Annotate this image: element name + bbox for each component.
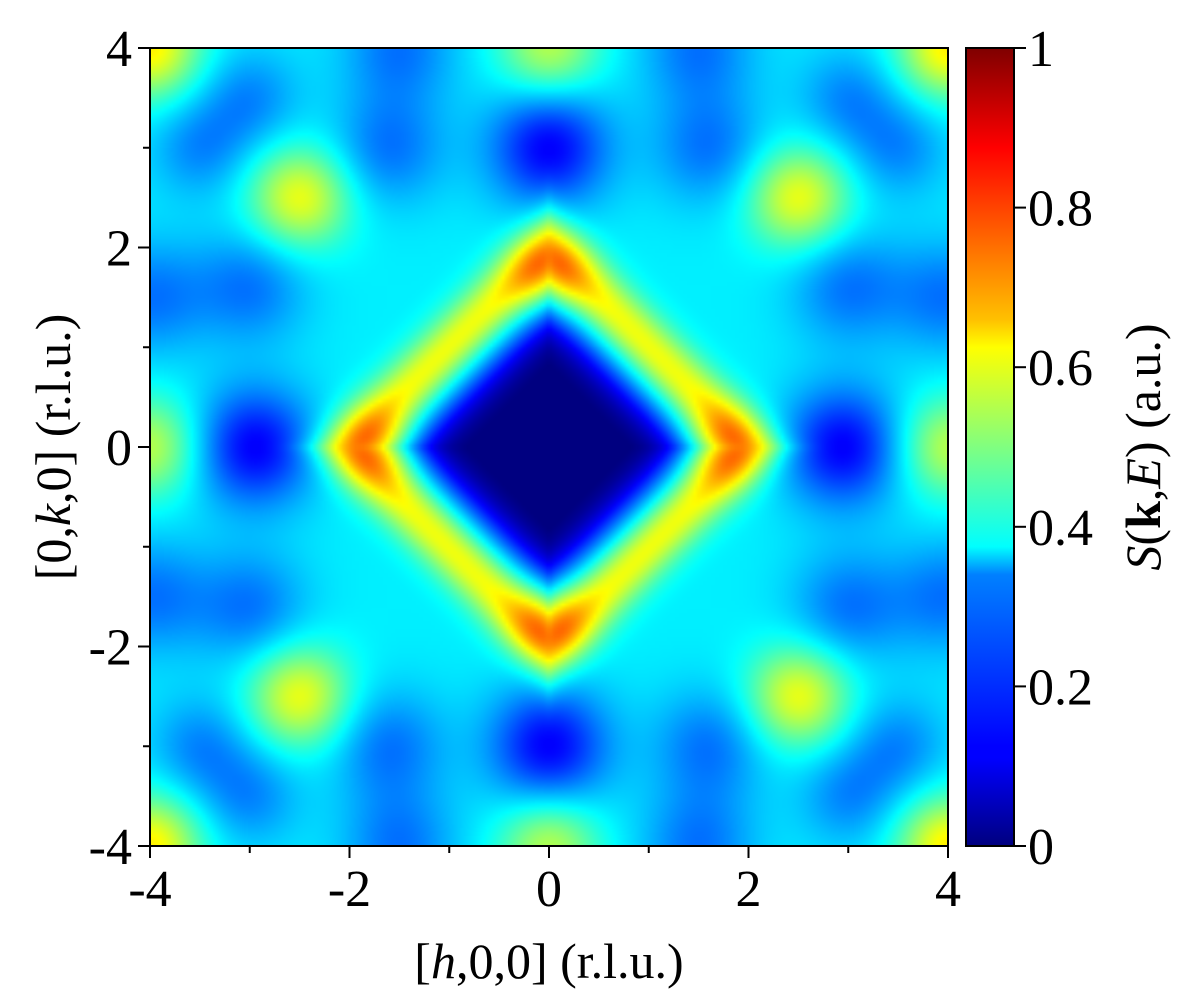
y-tick-label: 0 xyxy=(106,420,132,477)
colorbar-tick-label: 0 xyxy=(1028,819,1054,876)
heatmap-area xyxy=(150,48,948,846)
x-tick-label: -4 xyxy=(128,861,171,918)
x-tick-label: 4 xyxy=(935,861,961,918)
colorbar-ticks: 0 0.2 0.4 0.6 0.8 1 xyxy=(1014,21,1093,876)
colorbar-tick-label: 0.6 xyxy=(1028,340,1093,397)
y-axis-ticks: -4 -2 0 2 4 xyxy=(89,21,150,876)
x-axis-ticks: -4 -2 0 2 4 xyxy=(128,846,961,918)
heatmap-canvas xyxy=(150,48,948,846)
x-tick-label: 0 xyxy=(536,861,562,918)
y-axis-label: [0,k,0] (r.l.u.) xyxy=(25,314,81,581)
y-tick-label: 2 xyxy=(106,221,132,278)
colorbar-tick-label: 0.2 xyxy=(1028,659,1093,716)
y-tick-label: 4 xyxy=(106,21,132,78)
x-tick-label: -2 xyxy=(328,861,371,918)
colorbar-tick-label: 1 xyxy=(1028,21,1054,78)
colorbar-tick-label: 0.4 xyxy=(1028,500,1093,557)
y-tick-label: -4 xyxy=(89,819,132,876)
colorbar-tick-label: 0.8 xyxy=(1028,181,1093,238)
colorbar-label: S(k,E) (a.u.) xyxy=(1115,323,1171,570)
colorbar xyxy=(966,48,1014,846)
x-axis-label: [h,0,0] (r.l.u.) xyxy=(414,933,683,989)
y-tick-label: -2 xyxy=(89,620,132,677)
colorbar-frame xyxy=(965,47,1015,847)
x-tick-label: 2 xyxy=(736,861,762,918)
